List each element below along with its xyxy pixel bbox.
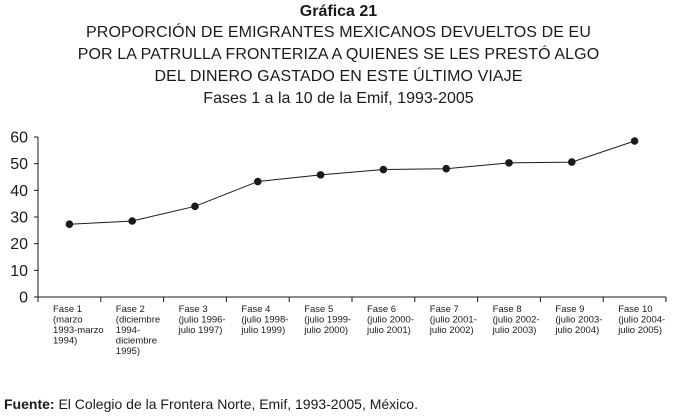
x-tick-label: Fase 4 (julio 1998-julio 1999) (240, 304, 288, 336)
data-point (128, 217, 136, 225)
source-text: El Colegio de la Frontera Norte, Emif, 1… (58, 396, 418, 412)
x-tick-label: Fase 8 (julio 2002-julio 2003) (492, 304, 540, 336)
x-tick-label: Fase 6 (julio 2000-julio 2001) (366, 304, 414, 336)
x-tick-label: Fase 5 (julio 1999-julio 2000) (303, 304, 351, 336)
figure-label: Gráfica 21 (299, 3, 378, 20)
data-point (568, 158, 576, 166)
data-point (505, 159, 513, 167)
chart-title-line-3: DEL DINERO GASTADO EN ESTE ÚLTIMO VIAJE (154, 68, 523, 85)
x-tick-label: Fase 7 (julio 2001-julio 2002) (429, 304, 477, 336)
y-tick-label: 0 (19, 290, 28, 307)
y-tick-label: 60 (10, 130, 28, 147)
x-tick-label: Fase 9 (julio 2003-julio 2004) (554, 304, 602, 336)
chart-subtitle: Fases 1 a la 10 de la Emif, 1993-2005 (203, 90, 474, 107)
chart-title-line-2: POR LA PATRULLA FRONTERIZA A QUIENES SE … (77, 46, 600, 63)
data-point (442, 164, 451, 173)
y-tick-label: 40 (10, 183, 28, 200)
y-tick-label: 10 (10, 263, 28, 280)
data-point (316, 171, 325, 179)
y-tick-label: 20 (10, 236, 28, 253)
chart-title-line-1: PROPORCIÓN DE EMIGRANTES MEXICANOS DEVUE… (86, 24, 591, 41)
data-point (65, 220, 74, 228)
data-point (253, 177, 262, 186)
x-tick-label: Fase 10 (julio 2004-julio 2005) (617, 304, 665, 336)
x-tick-label: Fase 1 (marzo 1993-marzo 1994) (53, 304, 104, 347)
source-label: Fuente: (4, 396, 55, 412)
series-line (69, 140, 635, 225)
source-note: Fuente: El Colegio de la Frontera Norte,… (4, 396, 418, 412)
x-tick-label: Fase 2 (diciembre 1994-diciembre 1995) (116, 304, 160, 357)
y-tick-label: 30 (10, 210, 28, 227)
chart-header: Gráfica 21 PROPORCIÓN DE EMIGRANTES MEXI… (0, 2, 677, 110)
data-point (191, 202, 199, 211)
y-tick-label: 50 (10, 156, 28, 173)
data-point (630, 137, 639, 145)
x-tick-label: Fase 3 (julio 1996-julio 1997) (178, 304, 226, 336)
data-point (379, 165, 388, 174)
